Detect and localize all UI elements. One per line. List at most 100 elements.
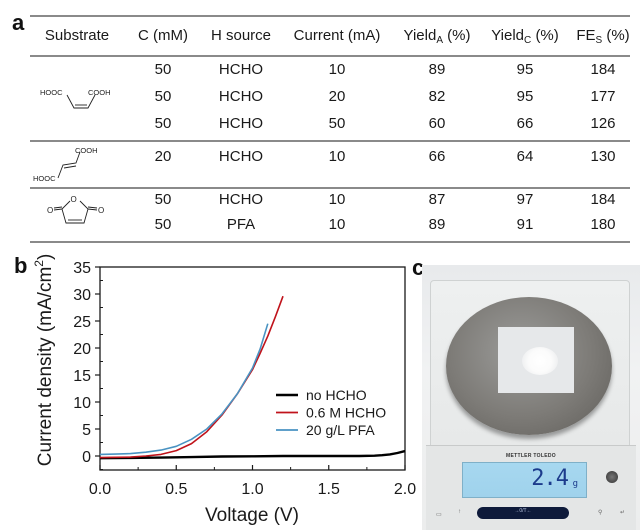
cell-yield-c: 66 <box>516 115 534 132</box>
header-yield-c-sub: C <box>524 35 532 46</box>
fumaric-double-bond <box>63 165 77 169</box>
y-tick-label: 15 <box>73 368 91 385</box>
series-line-no-hcho <box>99 449 406 460</box>
x-tick-label: 0.5 <box>165 481 187 498</box>
header-substrate: Substrate <box>44 27 110 44</box>
header-yield-c-unit: (%) <box>531 27 559 44</box>
cell-h-source: HCHO <box>218 115 264 132</box>
cell-current: 10 <box>328 148 346 165</box>
cell-h-source: PFA <box>226 216 256 233</box>
x-axis-title: Voltage (V) <box>205 505 299 526</box>
cell-concentration: 50 <box>154 88 172 105</box>
maleic-acid-structure: HOOC COOH <box>40 88 111 109</box>
anhydride-carbonyl-left-2 <box>53 206 63 209</box>
anhydride-right-o: O <box>98 206 104 215</box>
cell-fe: 130 <box>590 148 616 165</box>
cell-yield-a: 66 <box>428 148 446 165</box>
cell-current: 20 <box>328 88 346 105</box>
y-tick-label: 5 <box>82 422 91 439</box>
cell-current: 50 <box>328 115 346 132</box>
white-powder <box>522 347 558 375</box>
anhydride-left-o: O <box>47 206 53 215</box>
y-tick-label: 0 <box>82 449 91 466</box>
y-tick-label: 35 <box>73 260 91 277</box>
y-axis-title: Current density (mA/cm2) <box>32 254 56 467</box>
anhydride-ring-bonds <box>61 200 89 224</box>
header-fe-sub: S <box>595 35 603 46</box>
cell-yield-c: 97 <box>516 191 534 208</box>
cell-yield-a: 87 <box>428 191 446 208</box>
balance-unit: g <box>572 479 578 489</box>
header-fe-main: FE <box>576 27 596 44</box>
x-tick-label: 1.5 <box>318 481 340 498</box>
cell-current: 10 <box>328 191 346 208</box>
cell-yield-c: 91 <box>516 216 534 233</box>
y-tick-label: 10 <box>73 395 91 412</box>
fumaric-bottom-group: HOOC <box>33 174 56 183</box>
balance-side-button: ▭ <box>436 512 442 518</box>
balance-level-knob <box>606 471 618 483</box>
y-axis-title-sup: 2 <box>32 260 46 267</box>
header-yield-c: YieldC (%) <box>491 27 559 50</box>
legend-label: 20 g/L PFA <box>306 422 375 438</box>
cell-concentration: 20 <box>154 148 172 165</box>
y-tick-label: 20 <box>73 341 91 358</box>
maleic-right-group: COOH <box>88 88 111 97</box>
anhydride-ring-o: O <box>71 195 77 204</box>
fumaric-bonds <box>57 151 81 179</box>
series-line-0-6-m-hcho <box>99 295 284 459</box>
header-yield-c-main: Yield <box>491 27 525 44</box>
maleic-bonds <box>66 94 96 109</box>
cell-concentration: 50 <box>154 191 172 208</box>
balance-brand: METTLER TOLEDO <box>506 453 556 459</box>
chart-lines <box>99 295 406 460</box>
panel-label-b: b <box>14 253 28 278</box>
table-group-rule <box>30 140 630 142</box>
cell-h-source: HCHO <box>218 148 264 165</box>
series-line-20-g-l-pfa <box>99 323 269 456</box>
cell-fe: 184 <box>590 61 616 78</box>
cell-fe: 126 <box>590 115 616 132</box>
balance-side-button: ↑ <box>458 509 461 515</box>
x-tick-label: 2.0 <box>394 481 416 498</box>
cell-current: 10 <box>328 61 346 78</box>
cell-current: 10 <box>328 216 346 233</box>
cell-yield-a: 60 <box>428 115 446 132</box>
header-h-source: H source <box>210 27 272 44</box>
maleic-anhydride-structure: O O O <box>47 195 104 224</box>
table-header-rule <box>30 55 630 57</box>
header-fe: FES (%) <box>576 27 629 50</box>
cell-concentration: 50 <box>154 216 172 233</box>
balance-reading: 2.4 <box>531 466 569 491</box>
legend-label: 0.6 M HCHO <box>306 405 386 421</box>
cell-yield-c: 95 <box>516 61 534 78</box>
table-group-rule <box>30 187 630 189</box>
header-yield-a-main: Yield <box>403 27 437 44</box>
cell-fe: 180 <box>590 216 616 233</box>
anhydride-carbonyl-right-2 <box>87 206 98 209</box>
fumaric-acid-structure: COOH HOOC <box>33 146 98 183</box>
table-top-rule <box>30 15 630 17</box>
y-tick-label: 30 <box>73 287 91 304</box>
x-tick-label: 1.0 <box>241 481 263 498</box>
anhydride-carbonyl-right <box>87 208 98 211</box>
header-concentration: C (mM) <box>138 27 188 44</box>
maleic-left-group: HOOC <box>40 88 63 97</box>
lsv-chart: 0.0 0.5 1.0 1.5 2.0 0 5 10 15 20 25 30 35 no HCHO 0.6… <box>32 254 416 526</box>
balance-side-button: ⚲ <box>598 510 603 516</box>
cell-concentration: 50 <box>154 61 172 78</box>
balance-photo: METTLER TOLEDO 2.4 g →0/T← ▭ ↑ ⚲ ↵ <box>422 265 640 530</box>
header-current: Current (mA) <box>293 27 381 44</box>
cell-h-source: HCHO <box>218 88 264 105</box>
cell-h-source: HCHO <box>218 61 264 78</box>
chart-axes: 0.0 0.5 1.0 1.5 2.0 0 5 10 15 20 25 30 35 <box>73 260 416 498</box>
header-yield-a-sub: A <box>436 35 443 46</box>
anhydride-carbonyl-left <box>53 208 63 211</box>
cell-yield-a: 89 <box>428 61 446 78</box>
balance-lcd: 2.4 g <box>462 462 587 498</box>
cell-yield-c: 64 <box>516 148 534 165</box>
legend-label: no HCHO <box>306 387 367 403</box>
table-bottom-rule <box>30 241 630 243</box>
cell-concentration: 50 <box>154 115 172 132</box>
